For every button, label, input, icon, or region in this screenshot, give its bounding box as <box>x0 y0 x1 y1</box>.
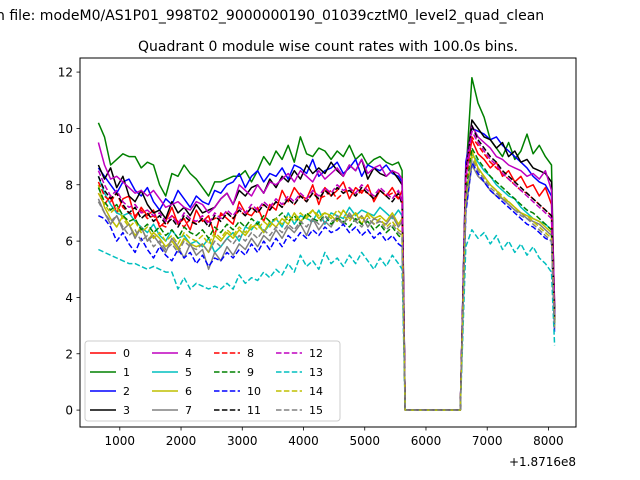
x-tick-label: 3000 <box>227 434 258 448</box>
chart-title: Quadrant 0 module wise count rates with … <box>138 39 518 55</box>
legend-label-2: 2 <box>123 385 130 398</box>
series-line-15 <box>97 158 556 411</box>
legend-label-4: 4 <box>185 347 192 360</box>
legend-label-15: 15 <box>309 404 323 417</box>
x-tick-label: 6000 <box>411 434 442 448</box>
series-line-4 <box>97 124 556 411</box>
x-tick-label: 2000 <box>166 434 197 448</box>
x-tick-label: 8000 <box>533 434 564 448</box>
series-line-10 <box>98 161 556 411</box>
legend-label-0: 0 <box>123 347 130 360</box>
legend-label-7: 7 <box>185 404 192 417</box>
legend-label-1: 1 <box>123 366 130 379</box>
plot-area <box>79 57 577 428</box>
x-tick-label: 7000 <box>472 434 503 448</box>
legend-label-13: 13 <box>309 366 323 379</box>
plot-frame <box>79 57 577 428</box>
series-line-13 <box>98 229 556 411</box>
x-tick-label: 1000 <box>105 434 136 448</box>
legend-label-6: 6 <box>185 385 192 398</box>
legend-label-8: 8 <box>247 347 254 360</box>
x-tick-label: 4000 <box>288 434 319 448</box>
legend-label-9: 9 <box>247 366 254 379</box>
series-line-9 <box>97 147 556 411</box>
y-tick-label: 8 <box>65 178 73 192</box>
series-line-3 <box>97 119 556 411</box>
x-axis: 1000 2000 3000 4000 5000 6000 7000 8000 <box>105 427 564 448</box>
legend-label-11: 11 <box>247 404 261 417</box>
legend-label-12: 12 <box>309 347 323 360</box>
y-tick-label: 12 <box>58 66 73 80</box>
y-tick-label: 0 <box>65 404 73 418</box>
x-tick-label: 5000 <box>349 434 380 448</box>
series-line-1 <box>97 76 556 411</box>
x-offset-label: +1.8716e8 <box>509 455 576 469</box>
legend-label-3: 3 <box>123 404 130 417</box>
legend-label-14: 14 <box>309 385 323 398</box>
y-tick-label: 6 <box>65 235 73 249</box>
series-line-2 <box>97 127 556 411</box>
series-line-14 <box>97 155 556 411</box>
legend-label-5: 5 <box>185 366 192 379</box>
y-tick-label: 4 <box>65 291 73 305</box>
y-axis: 0 2 4 6 8 10 12 <box>58 66 80 418</box>
series-layer <box>97 76 556 411</box>
y-tick-label: 2 <box>65 347 73 361</box>
y-tick-label: 10 <box>58 122 73 136</box>
figure-suptitle: n file: modeM0/AS1P01_998T02_9000000190_… <box>0 8 544 24</box>
series-line-12 <box>97 130 556 411</box>
series-line-11 <box>97 124 556 411</box>
legend-label-10: 10 <box>247 385 261 398</box>
legend-box <box>84 340 341 422</box>
